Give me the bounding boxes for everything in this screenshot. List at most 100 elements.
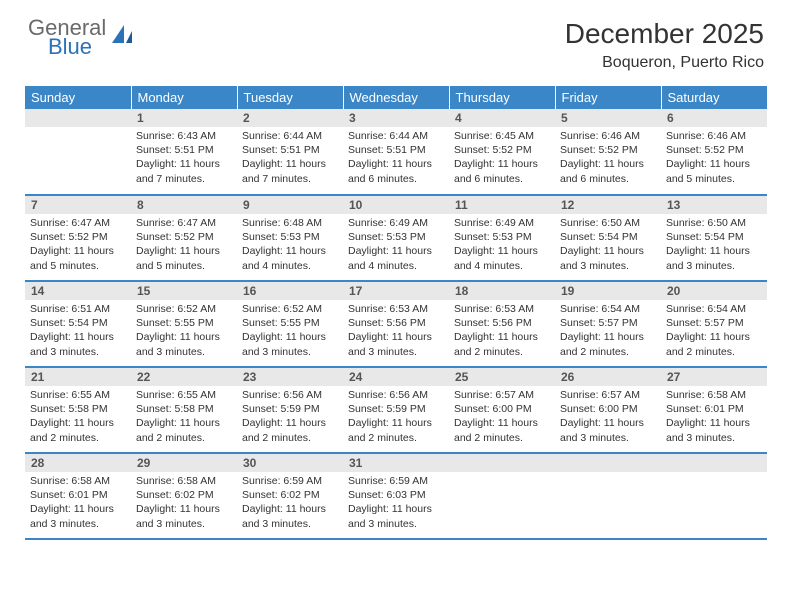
sunrise-text: Sunrise: 6:47 AM <box>30 216 126 230</box>
sunrise-text: Sunrise: 6:46 AM <box>666 129 762 143</box>
sunset-text: Sunset: 5:58 PM <box>30 402 126 416</box>
calendar-cell: 26Sunrise: 6:57 AMSunset: 6:00 PMDayligh… <box>555 367 661 453</box>
sunset-text: Sunset: 6:01 PM <box>666 402 762 416</box>
daylight-text: Daylight: 11 hours and 3 minutes. <box>136 330 232 358</box>
sunset-text: Sunset: 5:55 PM <box>242 316 338 330</box>
sunset-text: Sunset: 6:00 PM <box>560 402 656 416</box>
calendar-cell: 5Sunrise: 6:46 AMSunset: 5:52 PMDaylight… <box>555 109 661 195</box>
weekday-header: Monday <box>131 86 237 109</box>
daylight-text: Daylight: 11 hours and 7 minutes. <box>242 157 338 185</box>
day-number: 6 <box>661 109 767 127</box>
daylight-text: Daylight: 11 hours and 2 minutes. <box>454 416 550 444</box>
sunset-text: Sunset: 5:53 PM <box>348 230 444 244</box>
sunset-text: Sunset: 5:57 PM <box>666 316 762 330</box>
daylight-text: Daylight: 11 hours and 4 minutes. <box>454 244 550 272</box>
daylight-text: Daylight: 11 hours and 2 minutes. <box>666 330 762 358</box>
daylight-text: Daylight: 11 hours and 3 minutes. <box>136 502 232 530</box>
day-number: 21 <box>25 368 131 386</box>
calendar-cell <box>661 453 767 539</box>
sunrise-text: Sunrise: 6:53 AM <box>348 302 444 316</box>
calendar-cell: 20 Sunrise: 6:54 AMSunset: 5:57 PMDayligh… <box>661 281 767 367</box>
sunrise-text: Sunrise: 6:54 AM <box>666 302 762 316</box>
sunrise-text: Sunrise: 6:58 AM <box>30 474 126 488</box>
day-number: 28 <box>25 454 131 472</box>
calendar-cell: 31Sunrise: 6:59 AMSunset: 6:03 PMDayligh… <box>343 453 449 539</box>
sunrise-text: Sunrise: 6:43 AM <box>136 129 232 143</box>
sunset-text: Sunset: 5:59 PM <box>242 402 338 416</box>
sunset-text: Sunset: 5:51 PM <box>348 143 444 157</box>
calendar-cell: 3Sunrise: 6:44 AMSunset: 5:51 PMDaylight… <box>343 109 449 195</box>
calendar-cell: 7Sunrise: 6:47 AMSunset: 5:52 PMDaylight… <box>25 195 131 281</box>
day-number: 13 <box>661 196 767 214</box>
day-number <box>25 109 131 127</box>
day-details: Sunrise: 6:54 AMSunset: 5:57 PMDaylight:… <box>555 300 661 366</box>
sunrise-text: Sunrise: 6:50 AM <box>666 216 762 230</box>
calendar-cell: 23Sunrise: 6:56 AMSunset: 5:59 PMDayligh… <box>237 367 343 453</box>
sunrise-text: Sunrise: 6:49 AM <box>348 216 444 230</box>
day-number: 31 <box>343 454 449 472</box>
day-number: 29 <box>131 454 237 472</box>
day-details: Sunrise: 6:56 AMSunset: 5:59 PMDaylight:… <box>343 386 449 452</box>
day-number: 10 <box>343 196 449 214</box>
day-number <box>449 454 555 472</box>
calendar-cell: 22Sunrise: 6:55 AMSunset: 5:58 PMDayligh… <box>131 367 237 453</box>
day-details: Sunrise: 6:56 AMSunset: 5:59 PMDaylight:… <box>237 386 343 452</box>
day-details: Sunrise: 6:58 AMSunset: 6:02 PMDaylight:… <box>131 472 237 538</box>
day-details <box>25 127 131 194</box>
day-number: 5 <box>555 109 661 127</box>
daylight-text: Daylight: 11 hours and 3 minutes. <box>666 416 762 444</box>
day-number: 20 <box>661 282 767 300</box>
sunrise-text: Sunrise: 6:55 AM <box>30 388 126 402</box>
sunrise-text: Sunrise: 6:57 AM <box>454 388 550 402</box>
sunrise-text: Sunrise: 6:44 AM <box>242 129 338 143</box>
sunset-text: Sunset: 5:52 PM <box>30 230 126 244</box>
day-details: Sunrise: 6:52 AMSunset: 5:55 PMDaylight:… <box>131 300 237 366</box>
daylight-text: Daylight: 11 hours and 5 minutes. <box>136 244 232 272</box>
header: General Blue December 2025 Boqueron, Pue… <box>0 0 792 80</box>
sunrise-text: Sunrise: 6:56 AM <box>242 388 338 402</box>
sunset-text: Sunset: 5:51 PM <box>242 143 338 157</box>
day-details <box>555 472 661 538</box>
sunset-text: Sunset: 5:57 PM <box>560 316 656 330</box>
sunrise-text: Sunrise: 6:48 AM <box>242 216 338 230</box>
daylight-text: Daylight: 11 hours and 3 minutes. <box>560 416 656 444</box>
calendar-cell: 24Sunrise: 6:56 AMSunset: 5:59 PMDayligh… <box>343 367 449 453</box>
day-details <box>449 472 555 538</box>
day-number: 11 <box>449 196 555 214</box>
daylight-text: Daylight: 11 hours and 2 minutes. <box>454 330 550 358</box>
sunrise-text: Sunrise: 6:56 AM <box>348 388 444 402</box>
calendar-cell: 12Sunrise: 6:50 AMSunset: 5:54 PMDayligh… <box>555 195 661 281</box>
weekday-header: Tuesday <box>237 86 343 109</box>
weekday-header: Wednesday <box>343 86 449 109</box>
weekday-header: Sunday <box>25 86 131 109</box>
daylight-text: Daylight: 11 hours and 3 minutes. <box>348 502 444 530</box>
day-details: Sunrise: 6:57 AMSunset: 6:00 PMDaylight:… <box>449 386 555 452</box>
sunset-text: Sunset: 5:53 PM <box>454 230 550 244</box>
day-number: 30 <box>237 454 343 472</box>
day-details: Sunrise: 6:53 AMSunset: 5:56 PMDaylight:… <box>343 300 449 366</box>
sunset-text: Sunset: 5:52 PM <box>136 230 232 244</box>
month-title: December 2025 <box>565 18 764 50</box>
calendar-cell: 18Sunrise: 6:53 AMSunset: 5:56 PMDayligh… <box>449 281 555 367</box>
day-details: Sunrise: 6:44 AMSunset: 5:51 PMDaylight:… <box>343 127 449 194</box>
location: Boqueron, Puerto Rico <box>565 54 764 72</box>
sail-icon <box>110 23 136 54</box>
day-details: Sunrise: 6:58 AMSunset: 6:01 PMDaylight:… <box>25 472 131 538</box>
day-details: Sunrise: 6:57 AMSunset: 6:00 PMDaylight:… <box>555 386 661 452</box>
daylight-text: Daylight: 11 hours and 3 minutes. <box>242 502 338 530</box>
weekday-header-row: SundayMondayTuesdayWednesdayThursdayFrid… <box>25 86 767 109</box>
sunrise-text: Sunrise: 6:51 AM <box>30 302 126 316</box>
day-details: Sunrise: 6:55 AMSunset: 5:58 PMDaylight:… <box>25 386 131 452</box>
daylight-text: Daylight: 11 hours and 3 minutes. <box>30 330 126 358</box>
calendar-cell: 13Sunrise: 6:50 AMSunset: 5:54 PMDayligh… <box>661 195 767 281</box>
calendar-cell: 21Sunrise: 6:55 AMSunset: 5:58 PMDayligh… <box>25 367 131 453</box>
weekday-header: Saturday <box>661 86 767 109</box>
calendar-cell: 28Sunrise: 6:58 AMSunset: 6:01 PMDayligh… <box>25 453 131 539</box>
sunrise-text: Sunrise: 6:58 AM <box>666 388 762 402</box>
weekday-header: Friday <box>555 86 661 109</box>
sunset-text: Sunset: 6:01 PM <box>30 488 126 502</box>
sunset-text: Sunset: 6:03 PM <box>348 488 444 502</box>
daylight-text: Daylight: 11 hours and 3 minutes. <box>242 330 338 358</box>
calendar-cell: 19Sunrise: 6:54 AMSunset: 5:57 PMDayligh… <box>555 281 661 367</box>
calendar-cell: 29Sunrise: 6:58 AMSunset: 6:02 PMDayligh… <box>131 453 237 539</box>
